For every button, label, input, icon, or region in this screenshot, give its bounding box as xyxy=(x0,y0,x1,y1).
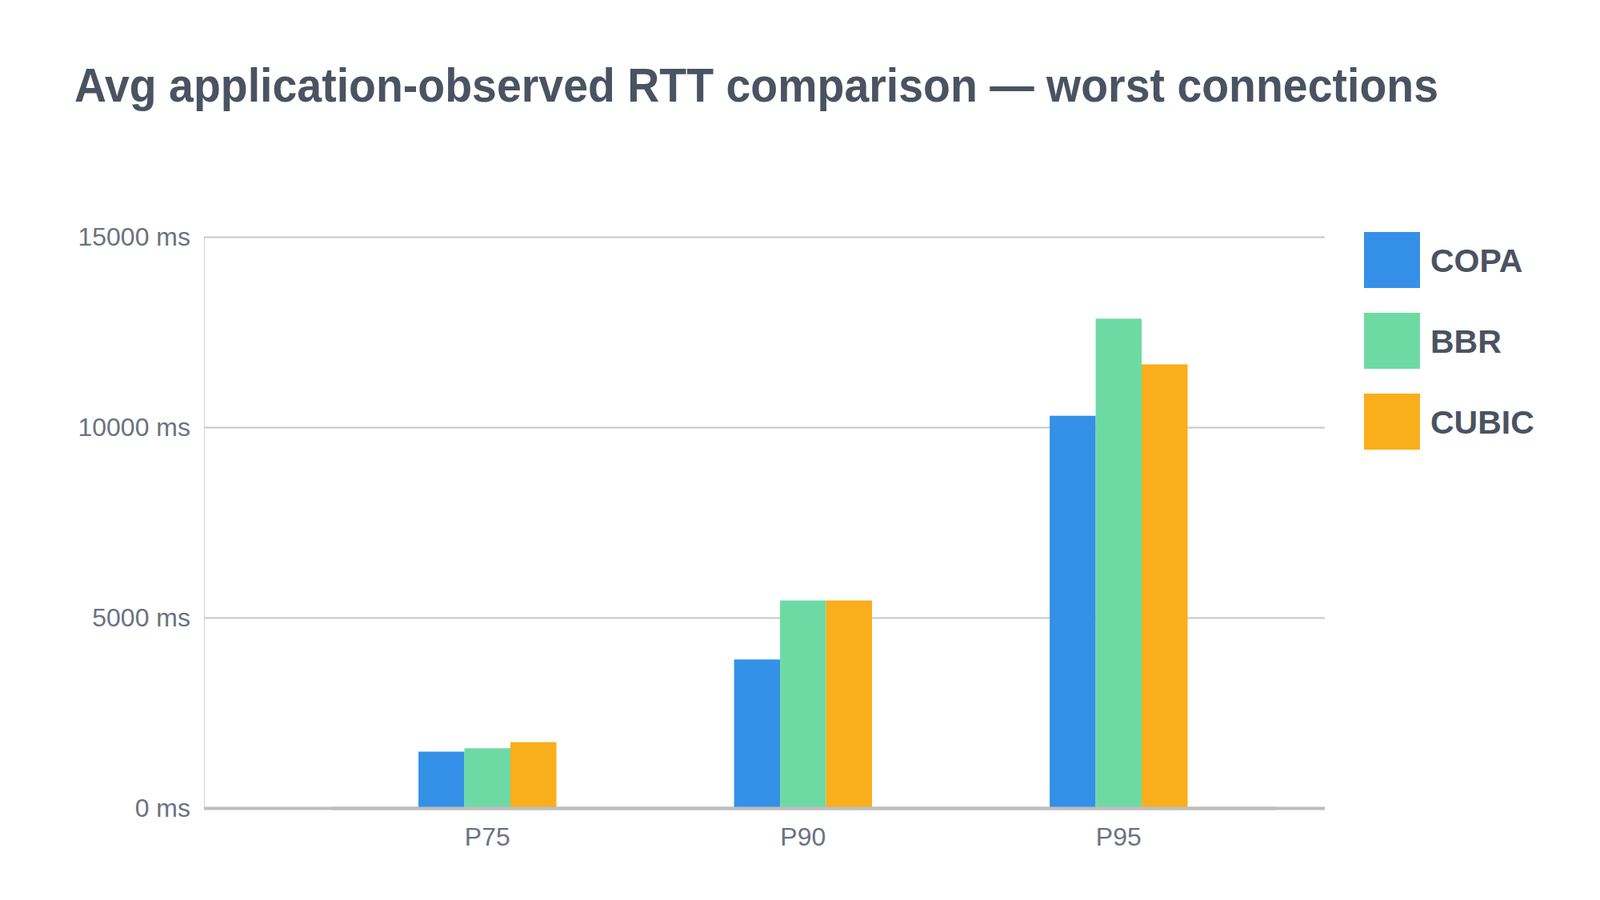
bar xyxy=(464,748,511,808)
title: Avg application-observed RTT comparison … xyxy=(74,58,1439,112)
y-tick-label: 5000 ms xyxy=(92,603,191,632)
bar xyxy=(510,742,556,808)
series xyxy=(464,318,1143,808)
legend-swatch xyxy=(1364,312,1420,369)
x-tick: P90 xyxy=(780,808,826,852)
x-tick-label: P90 xyxy=(780,822,826,852)
bar xyxy=(1049,416,1096,808)
legend-label: BBR xyxy=(1430,323,1502,360)
legend-item: COPA xyxy=(1364,232,1523,288)
legend-label: COPA xyxy=(1430,242,1523,280)
bar xyxy=(826,600,872,808)
grid-line xyxy=(204,236,1325,239)
legend-swatch xyxy=(1364,393,1420,450)
y-tick-label: 10000 ms xyxy=(77,412,191,442)
chart: Avg application-observed RTT comparison … xyxy=(0,0,1600,900)
x-tick-label: P75 xyxy=(464,822,511,852)
series xyxy=(418,416,1096,808)
legend-item: BBR xyxy=(1364,312,1502,369)
bar xyxy=(734,659,780,808)
y-tick-label: 15000 ms xyxy=(77,222,191,252)
x-tick: P75 xyxy=(464,808,511,852)
legend-swatch xyxy=(1364,232,1420,288)
x-tick-label: P95 xyxy=(1096,822,1142,852)
x-axis-line xyxy=(330,807,1276,811)
bar xyxy=(1096,318,1142,808)
bar xyxy=(1141,364,1188,808)
legend-item: CUBIC xyxy=(1364,393,1535,450)
y-axis: 0 ms 5000 ms 10000 ms 15000 ms xyxy=(77,222,1325,823)
grid-line xyxy=(204,807,1325,811)
y-tick-label: 0 ms xyxy=(135,793,191,823)
x-tick: P95 xyxy=(1096,808,1142,852)
x-axis: P75 P90 P95 xyxy=(330,808,1276,852)
series xyxy=(510,364,1188,808)
y-axis-line xyxy=(204,237,205,809)
y-tick: 15000 ms xyxy=(77,222,1325,252)
bars xyxy=(418,318,1188,808)
bar xyxy=(780,600,826,808)
legend: COPA BBR CUBIC xyxy=(1364,232,1535,450)
legend-label: CUBIC xyxy=(1430,404,1535,441)
bar xyxy=(418,752,464,808)
